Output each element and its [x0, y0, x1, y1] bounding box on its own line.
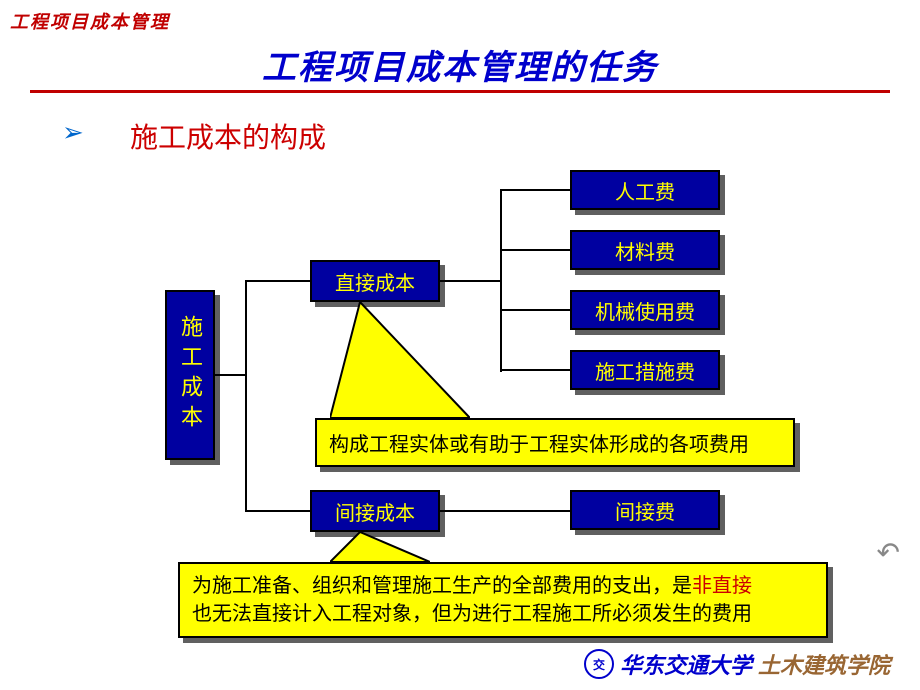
main-title: 工程项目成本管理的任务 — [0, 40, 920, 89]
footer-college: 土木建筑学院 — [758, 648, 890, 680]
callout-text-part: 也无法直接计入工程对象，但为进行工程施工所必须发生的费用 — [192, 603, 752, 625]
node-indirect-fee: 间接费 — [570, 490, 720, 530]
node-material-cost: 材料费 — [570, 230, 720, 270]
callout-pointer-icon — [330, 532, 430, 564]
node-direct-cost: 直接成本 — [310, 260, 440, 302]
node-machinery-cost: 机械使用费 — [570, 290, 720, 330]
footer: 交 华东交通大学 土木建筑学院 — [584, 648, 890, 680]
node-root: 施工成本 — [165, 290, 215, 460]
node-measures-cost: 施工措施费 — [570, 350, 720, 390]
connector — [245, 280, 310, 282]
return-icon[interactable]: ↶ — [877, 536, 900, 570]
connector — [440, 280, 500, 282]
callout-text-highlight: 非直接 — [692, 575, 752, 597]
university-logo-icon: 交 — [584, 649, 614, 679]
footer-university: 华东交通大学 — [620, 648, 752, 680]
connector — [500, 249, 570, 251]
connector — [245, 280, 247, 512]
node-indirect-cost: 间接成本 — [310, 490, 440, 532]
connector — [245, 510, 310, 512]
title-underline — [30, 90, 890, 93]
connector — [440, 510, 570, 512]
connector — [500, 189, 502, 372]
connector — [500, 309, 570, 311]
callout-text-part: 为施工准备、组织和管理施工生产的全部费用的支出，是 — [192, 575, 692, 597]
node-labor-cost: 人工费 — [570, 170, 720, 210]
bullet-icon: ➢ — [62, 118, 84, 148]
connector — [500, 369, 570, 371]
callout-indirect-cost: 为施工准备、组织和管理施工生产的全部费用的支出，是非直接也无法直接计入工程对象，… — [178, 562, 828, 638]
section-heading: 施工成本的构成 — [130, 116, 326, 156]
connector — [500, 189, 570, 191]
connector — [215, 374, 245, 376]
header-label: 工程项目成本管理 — [10, 8, 170, 34]
callout-pointer-icon — [330, 302, 470, 420]
callout-direct-cost: 构成工程实体或有助于工程实体形成的各项费用 — [315, 418, 795, 467]
